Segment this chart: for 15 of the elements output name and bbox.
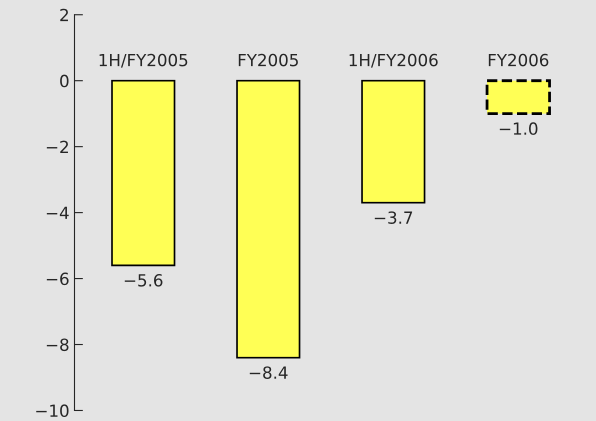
y-tick-label: −2 (46, 140, 68, 153)
y-tick-label: 2 (60, 8, 68, 22)
x-tick-label: FY2005 (238, 54, 298, 66)
x-tick-label: 1H/FY2005 (100, 54, 188, 68)
y-tick-label: −10 (36, 404, 69, 418)
y-tick-label: 0 (60, 74, 69, 88)
data-label: −5.6 (124, 274, 162, 287)
x-tick-label: FY2006 (488, 54, 548, 66)
y-tick-label: −6 (46, 272, 69, 286)
data-label: −8.4 (250, 366, 288, 379)
y-tick-label: −4 (46, 206, 69, 219)
data-label: −1.0 (500, 122, 538, 135)
y-tick-label: −8 (46, 338, 68, 352)
x-tick-label: 1H/FY2006 (350, 54, 438, 68)
data-label: −3.7 (374, 211, 412, 224)
